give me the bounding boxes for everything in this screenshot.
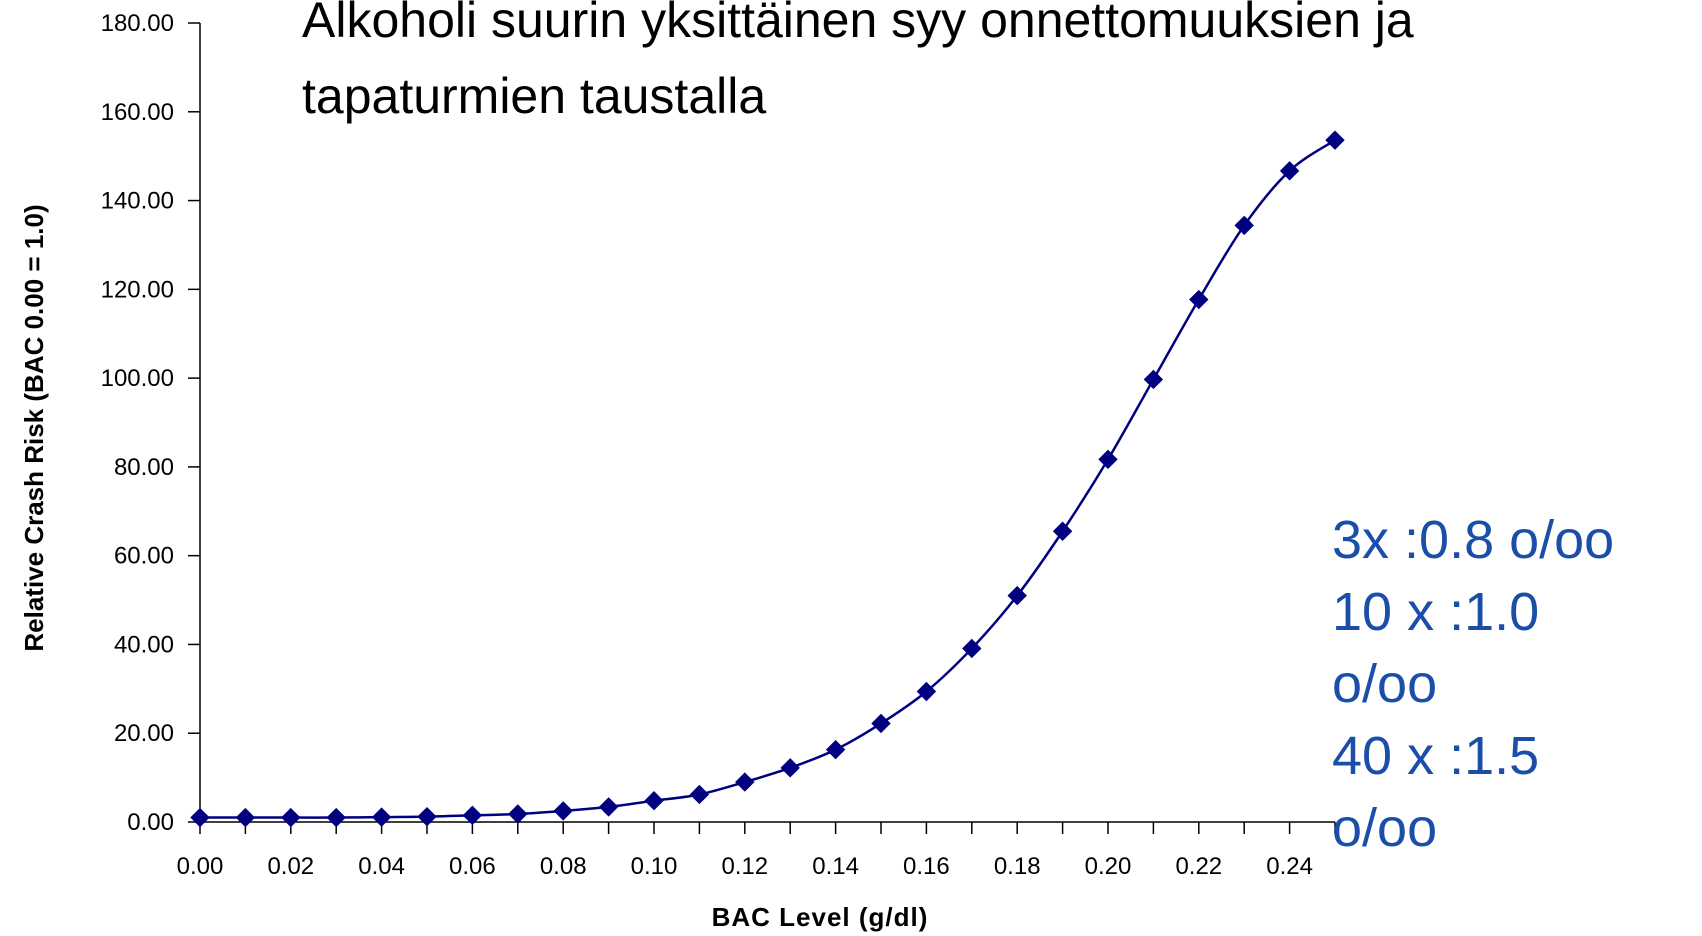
annotation-line-5: o/oo: [1332, 798, 1437, 858]
annotation-line-4: 40 x :1.5: [1332, 726, 1539, 786]
data-point-marker: [1052, 521, 1073, 541]
series-line: [200, 139, 1336, 819]
data-point-marker: [326, 807, 346, 828]
y-axis-title: Relative Crash Risk (BAC 0.00 = 1.0): [19, 204, 49, 651]
data-point-marker: [281, 807, 301, 828]
data-point-marker: [1325, 130, 1345, 150]
annotation-line-3: o/oo: [1332, 654, 1437, 714]
x-tick-label: 0.06: [449, 853, 496, 880]
y-tick-label: 20.00: [114, 720, 174, 747]
data-point-marker: [371, 807, 392, 827]
y-tick-label: 180.00: [101, 10, 174, 37]
x-tick-label: 0.04: [358, 853, 405, 880]
annotation-line-2: 10 x :1.0: [1332, 582, 1539, 642]
x-tick-label: 0.00: [177, 853, 224, 880]
data-point-marker: [1234, 215, 1254, 236]
data-point-marker: [780, 758, 800, 778]
x-tick-label: 0.20: [1085, 853, 1132, 880]
data-point-marker: [417, 806, 437, 827]
data-point-marker: [508, 804, 528, 824]
data-point-marker: [644, 790, 664, 811]
x-tick-label: 0.10: [631, 853, 678, 880]
x-tick-label: 0.24: [1266, 853, 1313, 880]
y-tick-label: 160.00: [101, 99, 174, 126]
chart-title-line-1: Alkoholi suurin yksittäinen syy onnettom…: [302, 0, 1414, 48]
data-point-marker: [1007, 585, 1027, 606]
x-ticks: 0.00 0.02 0.04 0.06 0.08 0.10 0.12 0.14 0.16 0.18…: [177, 822, 1336, 880]
annotation-line-1: 3x :0.8 o/oo: [1332, 510, 1614, 570]
x-tick-label: 0.08: [540, 853, 587, 880]
axes: [199, 23, 1335, 823]
y-tick-label: 60.00: [114, 543, 174, 570]
data-point-marker: [462, 805, 483, 826]
x-tick-label: 0.22: [1175, 853, 1222, 880]
data-point-marker: [962, 638, 982, 659]
y-tick-label: 0.00: [127, 809, 174, 836]
data-point-marker: [1098, 449, 1118, 470]
y-tick-label: 40.00: [114, 631, 174, 658]
data-point-marker: [871, 713, 891, 734]
data-point-marker: [1279, 161, 1300, 181]
x-axis-title: BAC Level (g/dl): [712, 902, 929, 932]
x-tick-label: 0.18: [994, 853, 1041, 880]
data-point-marker: [916, 681, 937, 702]
y-tick-label: 100.00: [101, 365, 174, 392]
data-point-marker: [689, 784, 710, 805]
data-point-marker: [235, 807, 256, 828]
y-tick-label: 80.00: [114, 454, 174, 481]
data-point-marker: [1143, 369, 1164, 390]
chart-title-line-2: tapaturmien taustalla: [302, 68, 766, 124]
y-ticks: 0.00 20.00 40.00 60.00 80.00 100.00 120.00 140.…: [101, 10, 200, 836]
x-tick-label: 0.16: [903, 853, 950, 880]
data-point-marker: [553, 801, 573, 821]
data-point-marker: [598, 797, 619, 817]
y-tick-label: 120.00: [101, 276, 174, 303]
x-tick-label: 0.02: [267, 853, 314, 880]
y-tick-label: 140.00: [101, 188, 174, 215]
data-point-marker: [1189, 289, 1209, 310]
data-point-marker: [825, 739, 846, 760]
x-tick-label: 0.12: [721, 853, 768, 880]
x-tick-label: 0.14: [812, 853, 859, 880]
series-layer: [190, 130, 1345, 828]
data-point-marker: [735, 772, 755, 792]
data-point-marker: [190, 807, 210, 828]
